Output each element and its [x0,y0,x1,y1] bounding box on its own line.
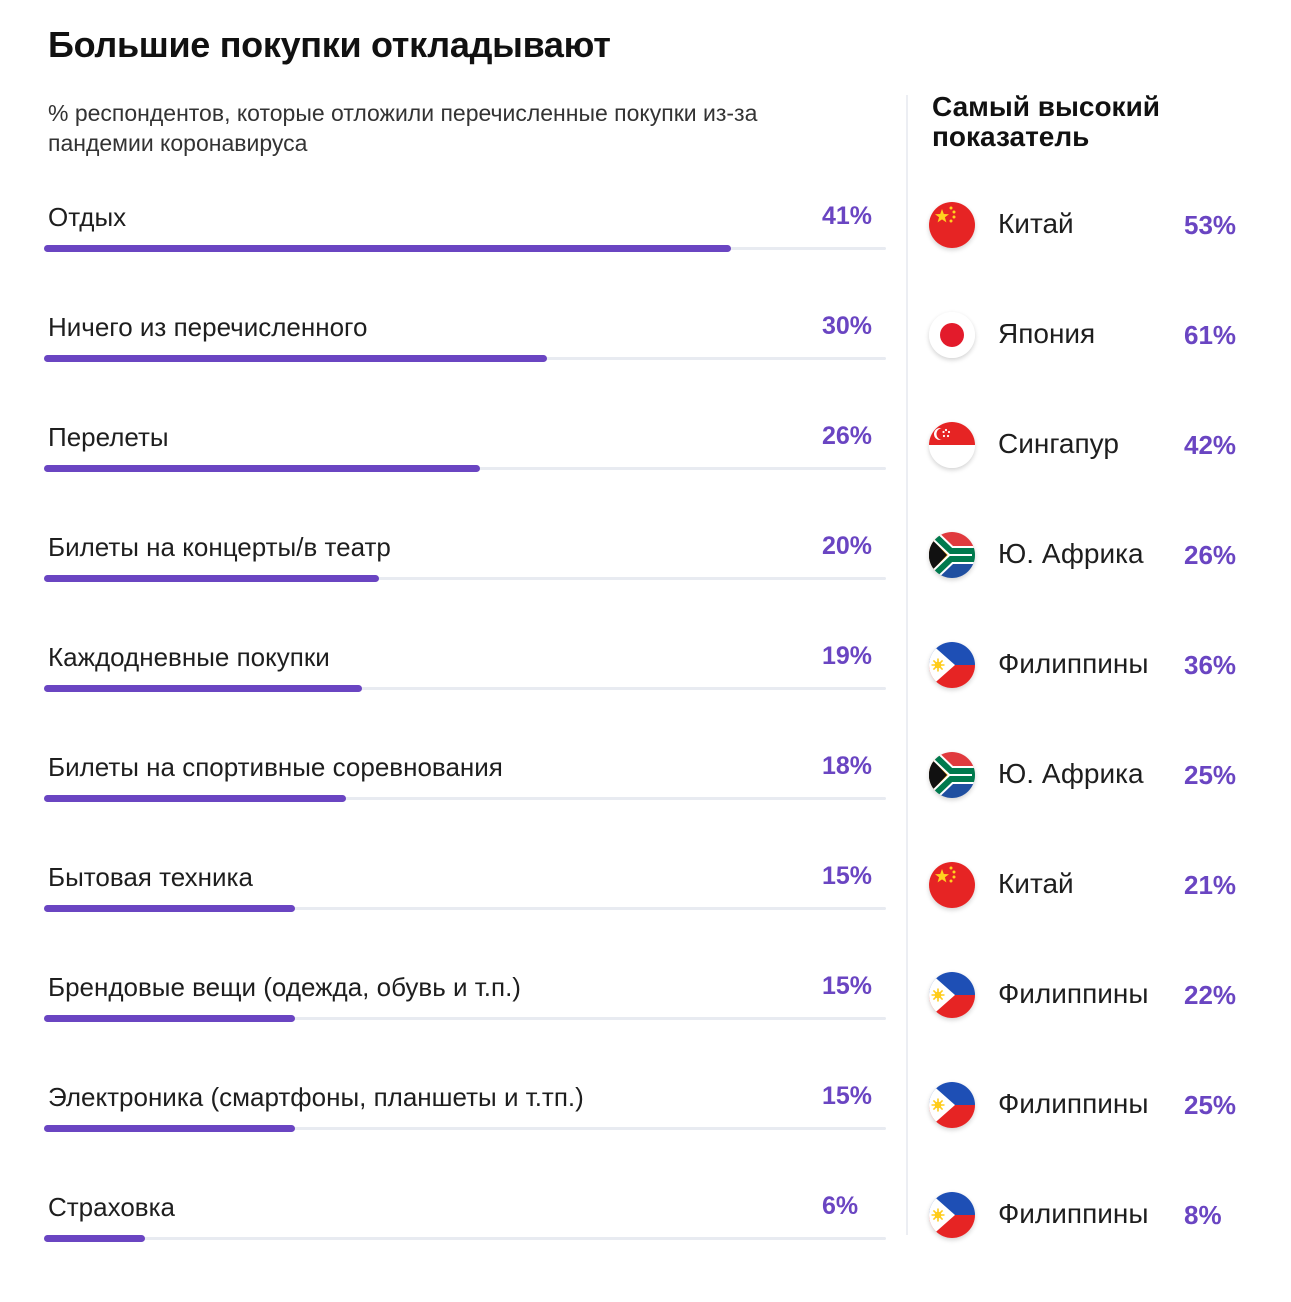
country-value-label: 36% [1184,650,1237,680]
bar-row: Бытовая техника 15% Китай 21% [0,862,1291,972]
philippines-flag-icon [929,1082,975,1128]
bar-track [44,465,886,472]
bar-row: Брендовые вещи (одежда, обувь и т.п.) 15%… [0,972,1291,1082]
china-flag-icon [929,862,975,908]
bar-value-label: 26% [822,422,873,450]
japan-flag-icon [929,312,975,358]
south-africa-flag-icon [929,752,975,798]
bar [44,575,379,582]
bar [44,355,547,362]
country-name: Китай [998,868,1074,899]
country-value-label: 42% [1184,430,1237,460]
country-name: Ю. Африка [998,538,1144,569]
bar-track [44,685,886,692]
bar [44,905,295,912]
bar-row: Каждодневные покупки 19% Филиппины 36% [0,642,1291,752]
bar-row: Перелеты 26% Сингапур 42% [0,422,1291,532]
country-value-label: 8% [1184,1200,1222,1230]
category-label: Ничего из перечисленного [48,312,368,342]
country-name: Сингапур [998,428,1119,459]
bar [44,685,362,692]
bar-row: Ничего из перечисленного 30% Япония 61% [0,312,1291,422]
bar [44,245,731,252]
philippines-flag-icon [929,972,975,1018]
category-label: Перелеты [48,422,169,452]
country-name: Филиппины [998,1088,1149,1119]
country-value-label: 53% [1184,210,1237,240]
bar-row: Билеты на концерты/в театр 20% Ю. Африка 2… [0,532,1291,642]
south-africa-flag-icon [929,532,975,578]
bar [44,1015,295,1022]
category-label: Страховка [48,1192,175,1222]
country-name: Китай [998,208,1074,239]
bar-track [44,355,886,362]
bar-value-label: 30% [822,312,873,340]
bar-track [44,575,886,582]
bar-track [44,905,886,912]
country-name: Филиппины [998,1198,1149,1229]
bar-value-label: 18% [822,752,873,780]
highest-indicator-title: Самый высокий показатель [932,91,1160,152]
bar-value-label: 19% [822,642,873,670]
bar-value-label: 6% [822,1192,859,1220]
bar-value-label: 15% [822,1082,873,1110]
country-value-label: 61% [1184,320,1237,350]
bar-value-label: 15% [822,972,873,1000]
category-label: Отдых [48,202,127,232]
bar-row: Билеты на спортивные соревнования 18% Ю. … [0,752,1291,862]
category-label: Билеты на спортивные соревнования [48,752,503,782]
bar-row: Электроника (смартфоны, планшеты и т.тп.… [0,1082,1291,1192]
column-divider [906,95,908,1235]
category-label: Билеты на концерты/в театр [48,532,391,562]
country-name: Филиппины [998,978,1149,1009]
category-label: Каждодневные покупки [48,642,330,672]
chart-subtitle: % респондентов, которые отложили перечис… [48,100,758,156]
bar-value-label: 41% [822,202,873,230]
philippines-flag-icon [929,642,975,688]
category-label: Бытовая техника [48,862,253,892]
country-value-label: 21% [1184,870,1237,900]
bar-row: Страховка 6% Филиппины 8% [0,1192,1291,1302]
bar-value-label: 20% [822,532,873,560]
bar [44,795,346,802]
bar-track [44,245,886,252]
bar [44,1125,295,1132]
bar-track [44,1235,886,1242]
bar [44,465,480,472]
country-name: Ю. Африка [998,758,1144,789]
bar-track [44,1015,886,1022]
category-label: Электроника (смартфоны, планшеты и т.тп.… [48,1082,584,1112]
country-name: Филиппины [998,648,1149,679]
country-name: Япония [998,318,1096,349]
country-value-label: 22% [1184,980,1237,1010]
country-value-label: 26% [1184,540,1237,570]
bar [44,1235,145,1242]
country-value-label: 25% [1184,760,1237,790]
singapore-flag-icon [929,422,975,468]
chart-title: Большие покупки откладывают [48,24,611,65]
bar-value-label: 15% [822,862,873,890]
bar-track [44,795,886,802]
country-value-label: 25% [1184,1090,1237,1120]
category-label: Брендовые вещи (одежда, обувь и т.п.) [48,972,521,1002]
bar-row: Отдых 41% Китай 53% [0,202,1291,312]
bar-track [44,1125,886,1132]
china-flag-icon [929,202,975,248]
philippines-flag-icon [929,1192,975,1238]
